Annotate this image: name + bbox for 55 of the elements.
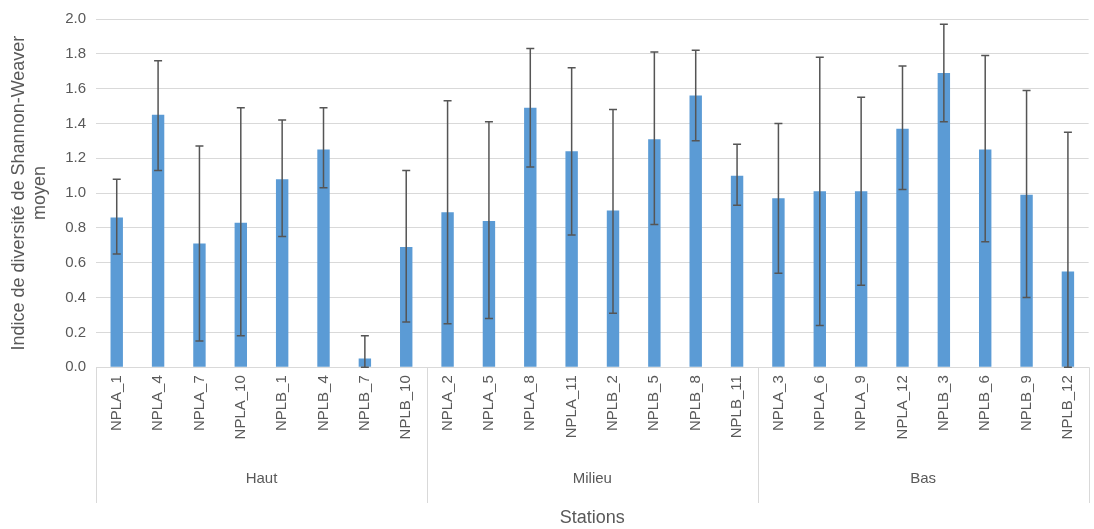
x-tick-label: NPLA_4 [148,375,166,432]
x-tick-label: NPLB_6 [975,375,993,432]
bar [772,198,785,367]
y-tick-label: 1.8 [65,43,87,61]
x-tick-label: NPLA_10 [230,375,248,440]
bar [275,179,289,367]
bar [1020,194,1033,367]
text: Milieu [572,469,612,487]
x-tick-label: NPLB_7 [355,375,373,432]
x-tick-label: NPLA_12 [892,375,910,440]
x-tick-label: NPLB_5 [644,375,662,432]
bar [689,95,702,367]
x-tick-label: NPLB_2 [603,375,621,432]
bar [896,128,909,367]
x-tick-label: NPLB_12 [1058,375,1076,440]
bar [317,149,330,367]
x-tick-label: NPLB_8 [685,375,703,432]
y-tick-label: 0.8 [65,218,87,236]
y-tick-label: 1.2 [65,148,87,166]
x-tick-label: NPLA_6 [809,375,827,432]
y-tick-label: 1.6 [65,78,87,96]
y-tick-label: 1.0 [65,183,87,201]
x-tick-label: NPLA_2 [437,375,455,432]
x-tick-label: NPLA_1 [106,375,124,432]
y-tick-label: 0.4 [65,287,87,305]
y-tick-label: 0.6 [65,252,87,270]
x-tick-label: NPLB_4 [313,375,331,432]
bar [648,139,661,367]
x-tick-label: NPLB_1 [272,375,290,432]
bar [730,175,744,367]
x-tick-label: NPLA_8 [520,375,538,432]
y-tick-label: 1.4 [65,113,87,131]
y-axis-title: Indice de diversité de Shannon-Weaver moyen [7,35,50,351]
bar [937,72,951,367]
bar [151,114,165,367]
x-tick-label: NPLA_11 [561,375,579,439]
y-tick-label: 0.0 [65,357,87,375]
x-tick-label: NPLA_9 [851,375,869,432]
x-tick-label: NPLB_10 [396,375,414,440]
x-tick-label: NPLA_3 [768,375,786,432]
bar [110,217,123,367]
bar [524,107,537,367]
y-tick-label: 0.2 [65,322,87,340]
bar [441,212,454,367]
x-tick-label: NPLB_11 [727,375,745,439]
text: Haut [245,469,279,487]
text: Bas [910,469,937,487]
bar [193,243,206,367]
x-tick-label: NPLB_9 [1016,375,1034,432]
x-axis-title: Stations [559,507,625,528]
y-tick-label: 2.0 [65,9,87,27]
bar [565,151,578,367]
x-tick-label: NPLA_7 [189,375,207,432]
x-tick-label: NPLB_3 [933,375,951,432]
x-tick-label: NPLA_5 [479,375,497,432]
